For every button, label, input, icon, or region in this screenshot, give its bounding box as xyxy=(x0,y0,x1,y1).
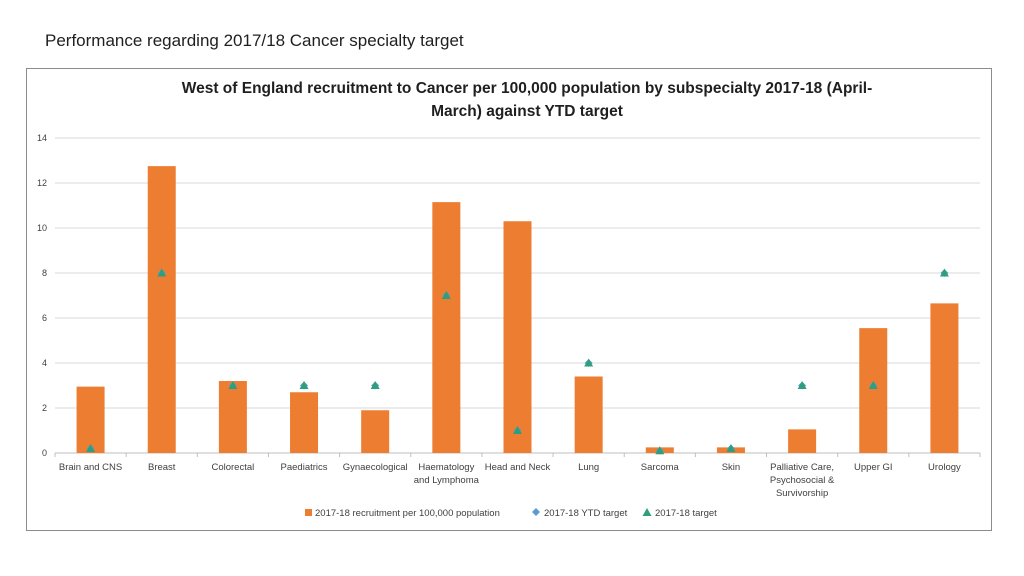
chart-title-line-2: March) against YTD target xyxy=(431,103,623,120)
page-title: Performance regarding 2017/18 Cancer spe… xyxy=(45,31,464,50)
target-marker xyxy=(726,444,736,452)
target-marker xyxy=(868,381,878,389)
bar xyxy=(218,381,247,453)
legend-label: 2017-18 target xyxy=(655,508,717,519)
target-marker xyxy=(655,446,665,455)
y-tick-label: 14 xyxy=(37,133,47,143)
chart-frame: West of England recruitment to Cancer pe… xyxy=(26,68,992,531)
legend-label: 2017-18 YTD target xyxy=(544,508,628,519)
x-category-label: Sarcoma xyxy=(641,462,680,473)
y-tick-label: 6 xyxy=(42,313,47,323)
x-category-label: Urology xyxy=(928,462,961,473)
chart-title-line-1: West of England recruitment to Cancer pe… xyxy=(181,80,873,97)
x-category-label: Survivorship xyxy=(776,488,828,499)
bar xyxy=(290,392,319,453)
x-category-label: Brain and CNS xyxy=(59,462,122,473)
x-category-label: Psychosocial & xyxy=(770,475,835,486)
bar-chart: 0 2 4 6 8 10 12 14 Brain and CNS Breast Colorectal… xyxy=(37,133,981,519)
chart-title: West of England recruitment to Cancer pe… xyxy=(127,77,927,123)
target-marker xyxy=(299,381,309,389)
target-marker xyxy=(939,268,949,277)
legend-swatch-bar xyxy=(305,509,312,516)
target-marker xyxy=(370,381,380,389)
legend-swatch-target xyxy=(642,508,652,516)
x-category-label: Palliative Care, xyxy=(770,462,834,473)
y-tick-label: 12 xyxy=(37,178,47,188)
x-category-label: Gynaecological xyxy=(343,462,408,473)
target-marker xyxy=(797,381,807,389)
bar xyxy=(930,303,959,453)
bar xyxy=(76,386,105,453)
bar xyxy=(432,202,461,453)
x-category-label: Head and Neck xyxy=(485,462,551,473)
bar xyxy=(147,166,176,453)
y-tick-label: 4 xyxy=(42,358,47,368)
bar xyxy=(361,410,390,453)
legend-label: 2017-18 recruitment per 100,000 populati… xyxy=(315,508,500,519)
bar xyxy=(574,376,603,453)
target-marker xyxy=(584,358,594,367)
x-category-label: Paediatrics xyxy=(281,462,328,473)
target-marker xyxy=(228,381,238,389)
y-tick-label: 2 xyxy=(42,403,47,413)
y-tick-label: 0 xyxy=(42,448,47,458)
x-category-label: and Lymphoma xyxy=(414,475,480,486)
target-marker xyxy=(157,268,167,277)
bar xyxy=(788,429,817,453)
bar xyxy=(859,328,888,453)
y-tick-label: 8 xyxy=(42,268,47,278)
legend-swatch-ytd xyxy=(532,508,540,516)
x-category-label: Colorectal xyxy=(211,462,254,473)
y-tick-label: 10 xyxy=(37,223,47,233)
target-marker xyxy=(441,291,451,299)
x-category-label: Lung xyxy=(578,462,599,473)
target-marker xyxy=(513,426,522,434)
x-category-label: Haematology xyxy=(418,462,474,473)
x-category-label: Skin xyxy=(722,462,740,473)
x-category-label: Breast xyxy=(148,462,176,473)
bar xyxy=(503,221,532,453)
target-marker xyxy=(86,444,96,452)
x-category-label: Upper GI xyxy=(854,462,893,473)
